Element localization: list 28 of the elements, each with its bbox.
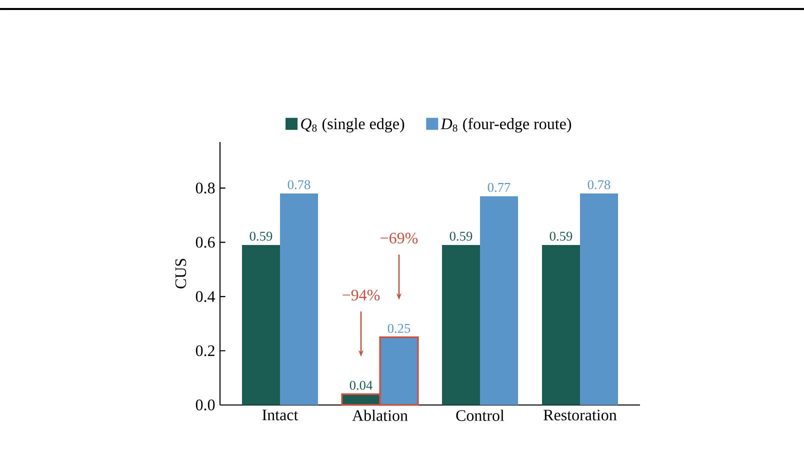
x-tick-label: Intact <box>262 410 298 420</box>
legend-label: D$_{8}$ (four-edge route) <box>440 118 572 133</box>
bar <box>442 245 480 405</box>
bar <box>280 194 318 405</box>
y-tick-label: 0.0 <box>196 400 215 410</box>
bar <box>480 196 518 405</box>
data-label: 0.78 <box>288 180 310 190</box>
data-label: 0.59 <box>450 232 472 241</box>
y-tick-label: 0.8 <box>196 182 215 194</box>
y-axis-title: CUS <box>175 258 186 288</box>
y-tick-label: 0.2 <box>196 345 214 356</box>
bar <box>542 245 580 405</box>
data-label: 0.77 <box>488 182 510 192</box>
data-label: 0.04 <box>350 380 372 390</box>
data-label: 0.25 <box>388 324 410 333</box>
y-tick-label: 0.6 <box>196 236 215 248</box>
y-tick-label: 0.4 <box>196 291 216 302</box>
bar <box>580 194 618 405</box>
x-tick-label: Restoration <box>544 410 617 420</box>
bar <box>242 245 280 405</box>
x-tick-label: Ablation <box>352 410 408 421</box>
data-label: 0.78 <box>588 180 610 190</box>
data-label: 0.59 <box>250 232 272 241</box>
data-label: 0.59 <box>550 232 572 241</box>
annotation: −69% <box>380 232 418 244</box>
legend-label: Q$_{8}$ (single edge) <box>301 118 404 133</box>
annotation: −94% <box>342 290 380 301</box>
x-tick-label: Control <box>456 410 504 421</box>
